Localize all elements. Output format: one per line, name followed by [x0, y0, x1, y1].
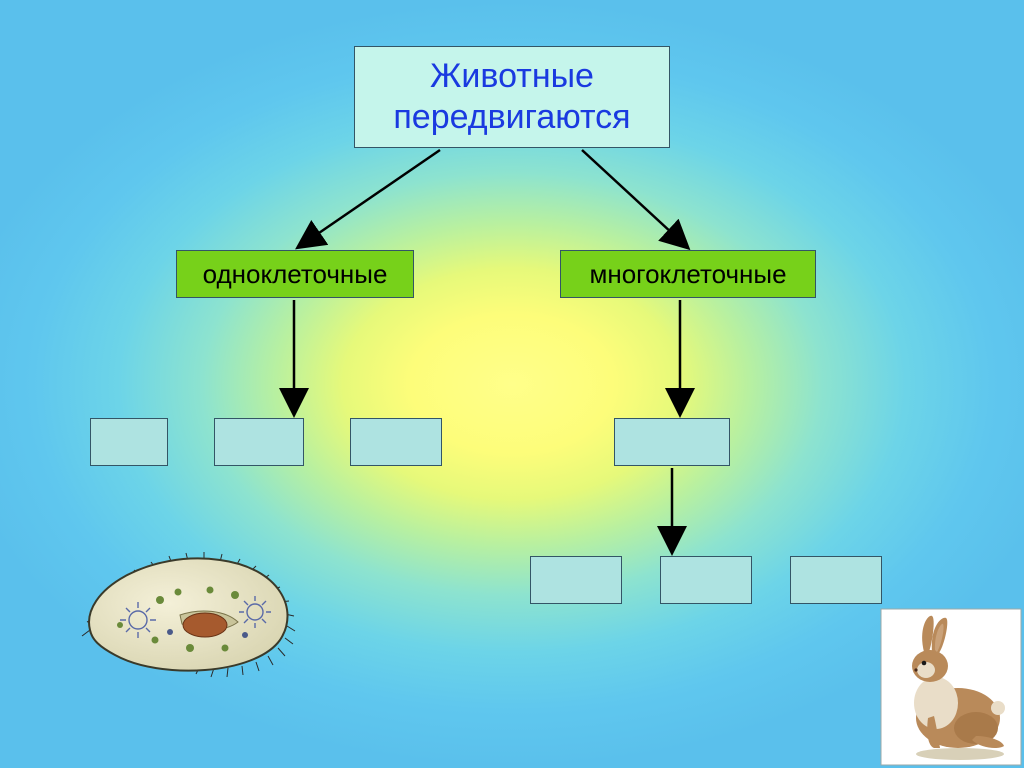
- rabbit-image: [880, 608, 1022, 766]
- arrow-title-to-uni: [300, 150, 440, 246]
- uni-leaf-2: [214, 418, 304, 466]
- multi-mid-box: [614, 418, 730, 466]
- paramecium-image: [60, 520, 320, 680]
- arrow-title-to-multi: [582, 150, 686, 246]
- multi-leaf-2: [660, 556, 752, 604]
- multi-leaf-3: [790, 556, 882, 604]
- uni-leaf-3: [350, 418, 442, 466]
- uni-leaf-1: [90, 418, 168, 466]
- multi-leaf-1: [530, 556, 622, 604]
- diagram-stage: Животные передвигаются одноклеточные мно…: [0, 0, 1024, 768]
